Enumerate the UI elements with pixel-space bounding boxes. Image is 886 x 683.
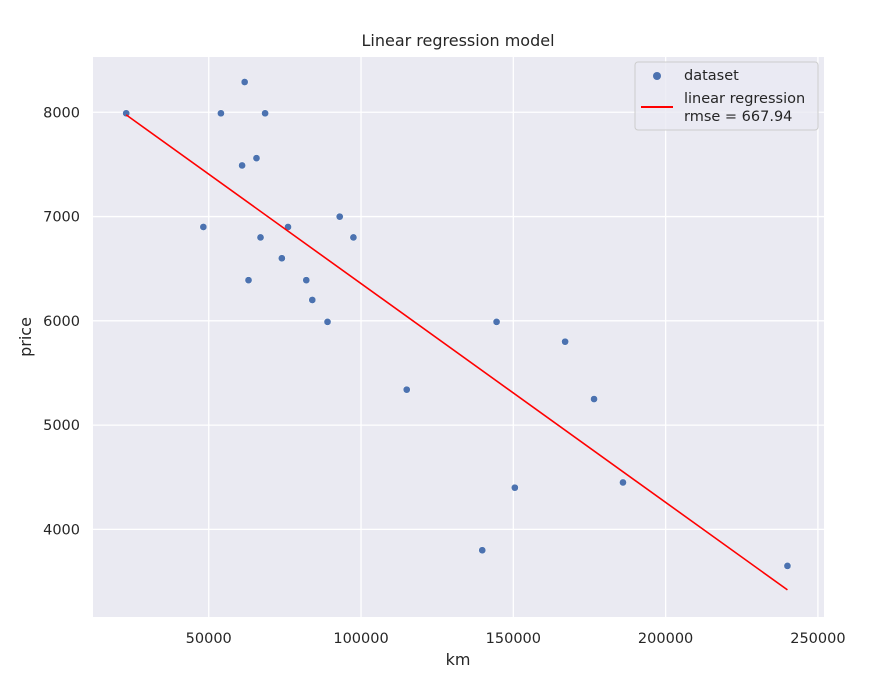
x-tick-label: 150000 — [486, 631, 541, 647]
data-point — [240, 78, 249, 86]
data-point — [619, 478, 627, 487]
data-point — [492, 318, 501, 326]
y-axis-ticks: 4000 5000 6000 7000 8000 — [43, 105, 80, 538]
legend-label-rmse: rmse = 667.94 — [684, 109, 792, 125]
y-tick-label: 7000 — [43, 210, 80, 226]
data-point — [783, 562, 792, 570]
x-tick-label: 50000 — [186, 631, 232, 647]
data-point — [302, 276, 311, 285]
data-point — [277, 254, 286, 263]
y-tick-label: 5000 — [43, 418, 80, 434]
y-tick-label: 8000 — [43, 105, 80, 121]
data-point — [238, 161, 246, 170]
data-point — [478, 546, 487, 555]
x-tick-label: 100000 — [333, 631, 388, 647]
data-point — [244, 276, 253, 285]
data-point — [256, 233, 265, 242]
x-tick-label: 250000 — [790, 631, 845, 647]
data-point — [349, 233, 358, 242]
y-axis-title: price — [16, 317, 35, 357]
regression-line — [125, 114, 788, 591]
legend-label-dataset: dataset — [684, 68, 739, 84]
y-tick-label: 4000 — [43, 522, 80, 538]
y-tick-label: 6000 — [43, 314, 80, 330]
data-point — [199, 223, 208, 231]
data-point — [122, 109, 131, 118]
data-point — [217, 109, 225, 118]
series-layer — [122, 78, 792, 591]
plot-area — [93, 57, 824, 617]
data-point — [510, 483, 519, 492]
data-point — [252, 154, 261, 163]
legend-box — [634, 61, 819, 131]
data-point — [308, 296, 317, 304]
x-axis-ticks: 50000 100000 150000 200000 250000 — [186, 631, 846, 647]
x-axis-title: km — [446, 650, 471, 669]
legend-label-regression: linear regression — [684, 91, 805, 107]
chart-title: Linear regression model — [361, 31, 554, 50]
data-point — [590, 395, 598, 403]
data-point — [335, 212, 344, 221]
x-tick-label: 200000 — [638, 631, 693, 647]
data-point — [402, 385, 411, 394]
legend-marker-dataset — [653, 72, 661, 80]
data-point — [561, 337, 569, 346]
data-point — [323, 318, 332, 326]
legend: dataset linear regression rmse = 667.94 — [634, 61, 819, 131]
data-point — [261, 109, 269, 118]
